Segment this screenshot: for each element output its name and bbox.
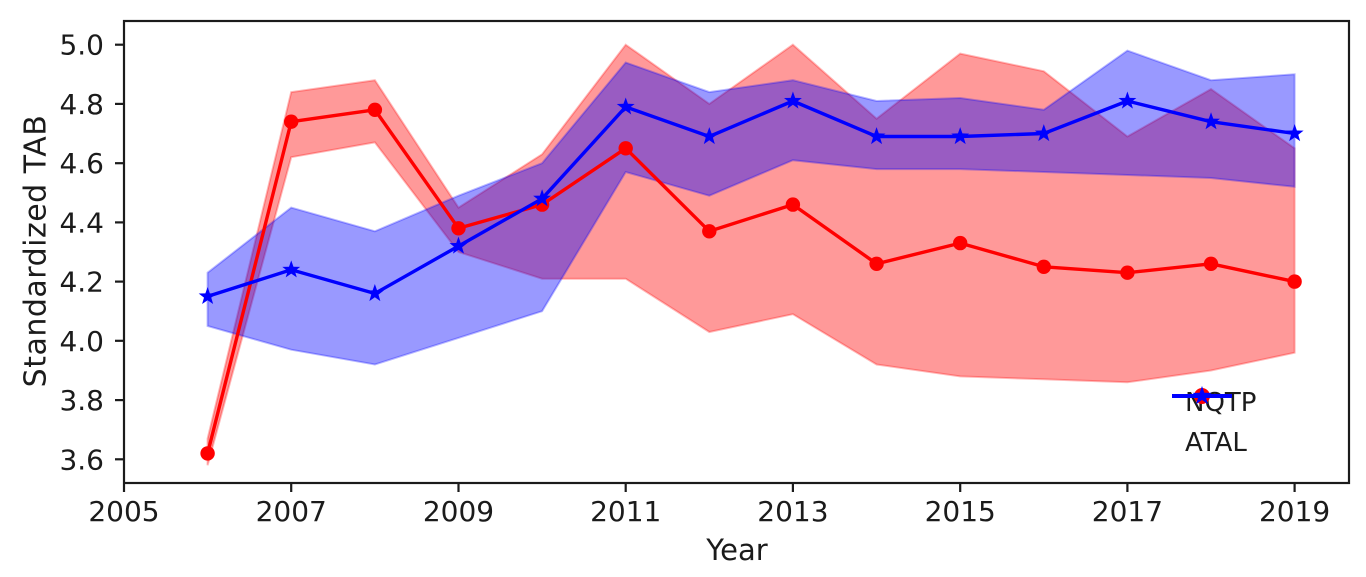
atal-marker <box>616 97 635 115</box>
nqtp-marker <box>869 256 884 271</box>
atal-marker <box>784 91 802 109</box>
atal-marker <box>700 127 719 145</box>
nqtp-marker <box>1287 274 1302 289</box>
nqtp-marker <box>1120 265 1135 280</box>
y-tick-label: 4.2 <box>59 266 104 299</box>
atal-marker <box>1202 112 1220 130</box>
atal-marker <box>449 236 468 254</box>
y-tick-label: 3.6 <box>59 443 104 476</box>
y-axis-label: Standardized TAB <box>18 114 54 388</box>
nqtp-marker <box>702 224 717 239</box>
y-tick-label: 4.0 <box>59 325 104 358</box>
atal-marker <box>282 260 301 278</box>
atal-marker <box>867 127 886 145</box>
nqtp-marker <box>451 221 466 236</box>
legend-sample-atal <box>1172 386 1232 405</box>
x-tick-label: 2011 <box>590 495 661 528</box>
atal-marker <box>198 287 217 305</box>
legend: NQTP ATAL <box>1171 383 1256 463</box>
atal-marker <box>1118 91 1137 109</box>
atal-legend-marker-icon <box>1192 386 1212 405</box>
atal-line <box>207 99 1295 299</box>
atal-marker <box>1034 124 1053 142</box>
nqtp-marker <box>284 114 299 129</box>
legend-entry-atal: ATAL <box>1171 386 1256 463</box>
x-tick-label: 2015 <box>925 495 996 528</box>
nqtp-marker <box>618 141 633 156</box>
y-tick-label: 4.4 <box>59 206 104 239</box>
nqtp-marker <box>1036 259 1052 274</box>
x-tick-label: 2013 <box>757 495 828 528</box>
nqtp-marker <box>200 446 215 461</box>
x-tick-label: 2009 <box>423 495 494 528</box>
atal-marker <box>533 189 552 207</box>
nqtp-line <box>205 108 1295 454</box>
x-tick-label: 2005 <box>88 495 159 528</box>
y-tick-label: 3.8 <box>59 384 104 417</box>
nqtp-confidence-band <box>206 43 1296 466</box>
x-tick-label: 2007 <box>256 495 327 528</box>
nqtp-marker <box>1203 256 1219 271</box>
x-tick-label: 2019 <box>1259 495 1330 528</box>
x-axis-label: Year <box>706 533 768 567</box>
nqtp-marker <box>367 102 383 118</box>
y-tick-label: 4.8 <box>59 88 104 121</box>
atal-marker <box>1285 124 1304 142</box>
nqtp-marker <box>953 235 968 251</box>
y-tick-label: 4.6 <box>59 147 104 180</box>
legend-label: ATAL <box>1185 428 1247 458</box>
nqtp-marker <box>785 197 801 212</box>
atal-marker <box>365 284 384 302</box>
atal-confidence-band <box>206 49 1296 366</box>
axes-frame <box>122 19 1351 485</box>
atal-marker <box>951 127 970 145</box>
y-tick-label: 5.0 <box>59 29 104 62</box>
x-tick-label: 2017 <box>1092 495 1163 528</box>
